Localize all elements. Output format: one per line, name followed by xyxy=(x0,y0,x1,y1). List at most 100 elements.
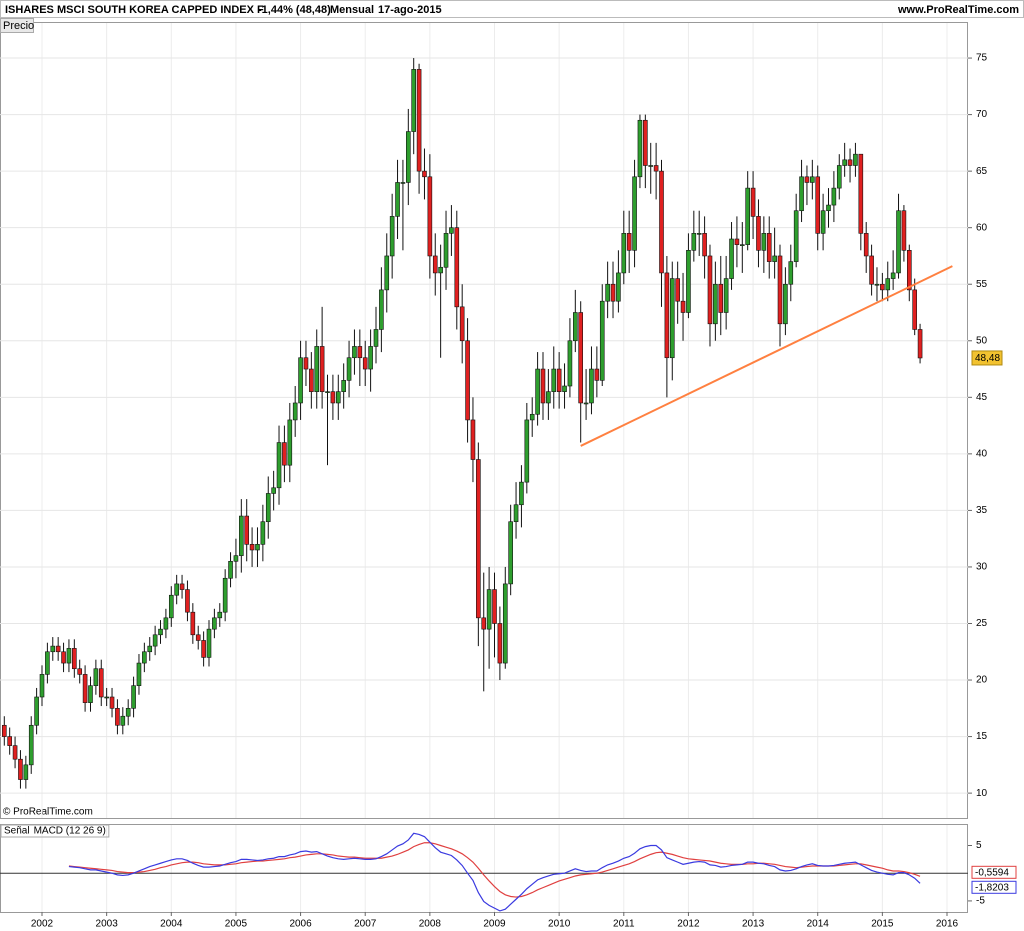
legend-box xyxy=(0,824,110,838)
candle-body xyxy=(72,648,77,670)
candle-body xyxy=(298,357,303,404)
candle-body xyxy=(50,645,56,653)
candle-body xyxy=(729,238,734,279)
candle-body xyxy=(217,611,223,619)
candle-body xyxy=(756,216,761,251)
candle-body xyxy=(319,346,325,392)
candle-body xyxy=(885,278,891,291)
y-tick-label: 20 xyxy=(976,675,988,686)
last-value-box xyxy=(971,880,1017,894)
candle-body xyxy=(750,187,756,217)
candle-body xyxy=(55,645,61,653)
candle-body xyxy=(610,283,616,302)
candle-body xyxy=(820,210,826,234)
candle-body xyxy=(438,266,443,274)
candle-body xyxy=(680,300,686,313)
x-tick-label: 2009 xyxy=(483,919,506,930)
candle-body xyxy=(7,736,12,746)
candle-body xyxy=(486,589,492,630)
candle-body xyxy=(826,204,831,212)
candle-body xyxy=(244,515,250,545)
candle-body xyxy=(556,368,562,392)
candle-body xyxy=(384,255,390,291)
candle-body xyxy=(416,69,422,172)
header-change: -1,44% (48,48) xyxy=(258,4,331,16)
candle-body xyxy=(1,724,7,737)
candle-body xyxy=(335,391,341,404)
candle-body xyxy=(120,715,126,726)
candle-body xyxy=(664,272,670,359)
candle-body xyxy=(276,442,282,489)
marks xyxy=(1,58,953,912)
candle-body xyxy=(88,685,93,703)
x-tick-label: 2003 xyxy=(96,919,119,930)
candle-body xyxy=(912,289,917,330)
price-panel xyxy=(0,22,968,819)
candle-body xyxy=(788,261,794,285)
header-title: ISHARES MSCI SOUTH KOREA CAPPED INDEX F xyxy=(5,4,264,16)
trendline xyxy=(580,265,953,447)
candle-body xyxy=(325,391,330,393)
candle-body xyxy=(260,521,266,545)
candle-body xyxy=(443,233,449,268)
candle-body xyxy=(626,233,632,251)
candle-body xyxy=(481,617,487,630)
candle-body xyxy=(691,233,697,251)
x-tick-label: 2008 xyxy=(419,919,442,930)
candle-body xyxy=(621,233,627,274)
candle-body xyxy=(330,391,336,404)
candle-body xyxy=(637,119,643,178)
candle-body xyxy=(551,368,557,392)
candle-body xyxy=(632,176,637,251)
y-tick-label: 15 xyxy=(976,731,988,742)
candle-body xyxy=(454,227,460,308)
y-tick-label: 65 xyxy=(976,166,988,177)
candle-body xyxy=(77,668,83,675)
y-tick-label: 30 xyxy=(976,562,988,573)
panel-label: Precio xyxy=(3,20,34,32)
candle-body xyxy=(352,346,357,359)
candle-body xyxy=(594,368,600,381)
y-tick-label: 45 xyxy=(976,392,988,403)
candle-body xyxy=(61,651,66,664)
candle-body xyxy=(179,583,185,590)
copyright: © ProRealTime.com xyxy=(3,807,93,818)
candle-body xyxy=(287,419,293,466)
candle-body xyxy=(896,210,901,274)
candle-body xyxy=(131,685,136,709)
candle-body xyxy=(799,176,804,212)
candle-body xyxy=(599,300,605,381)
candle-body xyxy=(422,170,427,178)
candle-body xyxy=(368,346,373,370)
candle-body xyxy=(12,745,18,760)
candle-body xyxy=(142,651,147,664)
candle-body xyxy=(546,391,551,404)
y-tick-label: 75 xyxy=(976,53,988,64)
x-tick-label: 2016 xyxy=(936,919,959,930)
candle-body xyxy=(718,283,724,313)
last-value-label: -1,8203 xyxy=(975,882,1009,893)
x-tick-label: 2010 xyxy=(548,919,571,930)
candle-body xyxy=(578,312,583,404)
candle-body xyxy=(696,233,702,235)
candle-body xyxy=(880,283,885,291)
candle-body xyxy=(831,187,837,206)
candle-body xyxy=(513,504,519,523)
last-value-box xyxy=(971,865,1017,879)
candle-body xyxy=(82,674,88,703)
candle-body xyxy=(147,645,153,653)
candle-body xyxy=(152,634,158,647)
x-tick-label: 2007 xyxy=(354,919,377,930)
candle-body xyxy=(109,696,115,709)
candle-body xyxy=(136,662,142,686)
candle-body xyxy=(858,153,864,234)
candle-body xyxy=(675,278,680,302)
candle-body xyxy=(163,617,169,630)
candle-body xyxy=(174,583,179,596)
candle-body xyxy=(249,544,255,551)
candle-body xyxy=(734,238,740,245)
x-tick-label: 2002 xyxy=(31,919,54,930)
candle-body xyxy=(341,380,346,392)
candle-body xyxy=(66,648,72,664)
